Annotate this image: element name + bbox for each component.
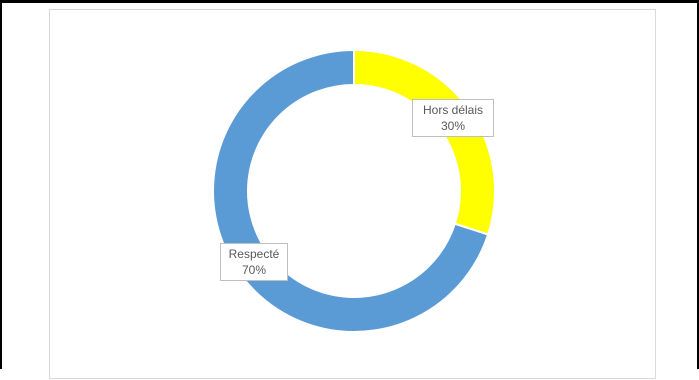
donut-chart xyxy=(212,48,496,333)
data-label-value: 30% xyxy=(440,119,466,133)
data-label-hors-delais: Hors délais 30% xyxy=(412,99,494,137)
data-label-value: 70% xyxy=(241,263,267,277)
chart-area: Hors délais 30% Respecté 70% xyxy=(49,9,656,379)
data-label-category: Respecté xyxy=(228,247,280,261)
data-label-respecte: Respecté 70% xyxy=(220,243,288,281)
data-label-category: Hors délais xyxy=(422,103,484,117)
donut-slice-0 xyxy=(353,48,496,236)
donut-slice-1 xyxy=(212,48,490,333)
